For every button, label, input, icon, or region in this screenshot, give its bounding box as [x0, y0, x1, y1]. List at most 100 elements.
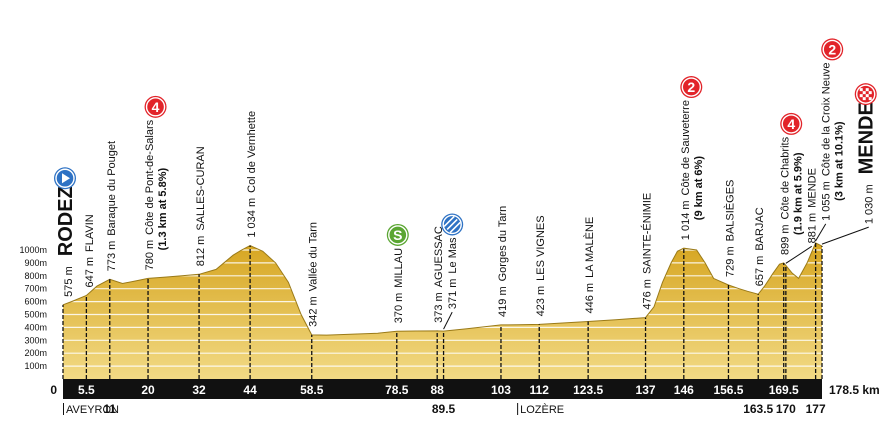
waypoint-altitude: 342 m [308, 296, 320, 327]
y-tick-label: 300m [24, 335, 47, 345]
waypoint-label: 419 m Gorges du Tarn [497, 206, 509, 317]
waypoint-label: 780 m Côte de Pont-de-Salars [144, 119, 156, 270]
waypoint-altitude: 780 m [144, 240, 156, 271]
waypoint-name: BALSIÈGES [723, 180, 736, 242]
profile-line [62, 242, 823, 336]
y-tick-label: 700m [24, 284, 47, 294]
waypoint-name: BARJAC [754, 207, 766, 250]
finish-icon [865, 94, 869, 98]
waypoint-name: SAINTE-ÉNIMIE [641, 193, 654, 274]
badge [388, 225, 408, 245]
y-tick-label: 500m [24, 310, 47, 320]
waypoint-label: 373 m AGUESSAC [433, 226, 445, 323]
waypoint-label: 647 m FLAVIN [84, 214, 96, 287]
profile-area [63, 242, 822, 379]
waypoint-name: Côte de Sauveterre [680, 100, 692, 195]
x-tick-label: 5.5 [78, 383, 95, 397]
x-tick-label: 20 [141, 383, 155, 397]
x-tick-label: 112 [530, 383, 550, 397]
x-tick-label: 44 [243, 383, 257, 397]
waypoint-altitude: 1 055 m [821, 181, 833, 221]
waypoint-label: 446 m LA MALÈNE [583, 217, 596, 314]
waypoint-altitude: 773 m [106, 241, 118, 272]
x-tick-label: 11 [103, 402, 116, 416]
leader-line [785, 245, 813, 264]
x-tick-label: 177 [806, 402, 826, 416]
y-tick-label: 900m [24, 258, 47, 268]
x-tick-label: 103 [491, 383, 511, 397]
badge [681, 77, 702, 97]
waypoint-label: 729 m BALSIÈGES [723, 180, 736, 277]
waypoint-altitude: 1 030 m [864, 184, 876, 224]
waypoint-detail: (1.3 km at 5.8%) [157, 168, 169, 251]
x-tick-label: 58.5 [300, 383, 324, 397]
waypoint-altitude: 373 m [433, 292, 445, 323]
waypoint-altitude: 371 m [447, 279, 459, 310]
finish-icon [862, 97, 866, 101]
y-tick-label: 400m [24, 322, 47, 332]
y-tick-label: 1000m [19, 245, 47, 255]
badge-label: 4 [152, 99, 160, 115]
waypoint-label: 1 014 m Côte de Sauveterre [680, 100, 692, 240]
waypoint-altitude: 899 m [780, 224, 792, 255]
waypoint-altitude: 881 m [807, 213, 819, 244]
region-label: AVEYRON [66, 404, 119, 416]
waypoint-name: MILLAU [393, 248, 405, 288]
waypoint-name: Col de Vernhette [246, 111, 258, 193]
waypoint-detail: (9 km at 6%) [693, 156, 705, 221]
finish-icon [862, 91, 866, 95]
badge-label: 4 [787, 116, 795, 132]
y-tick-label: 100m [24, 361, 47, 371]
y-tick-label: 600m [24, 297, 47, 307]
badge-label: S [393, 227, 402, 243]
finish-icon [859, 94, 863, 98]
finish-icon [865, 88, 869, 92]
waypoint-detail: (1.9 km at 5.9%) [793, 152, 805, 235]
waypoint-altitude: 729 m [724, 246, 736, 277]
waypoint-name: AGUESSAC [433, 226, 445, 287]
waypoint-detail: (3 km at 10.1%) [834, 121, 846, 201]
badge-label: 2 [687, 79, 695, 95]
finish-icon [859, 88, 863, 92]
x-tick-label: 0 [50, 383, 57, 397]
x-tick-label: 169.5 [769, 383, 799, 397]
waypoint-name: Baraque du Pouget [106, 141, 118, 236]
feed-icon [449, 221, 461, 234]
waypoint-label: 1 030 m MENDE [856, 102, 878, 224]
waypoint-label: 342 m Vallée du Tarn [308, 222, 320, 327]
waypoint-altitude: 476 m [642, 279, 654, 310]
waypoint-name: FLAVIN [84, 214, 96, 252]
waypoint-altitude: 1 014 m [680, 200, 692, 240]
x-tick-label: 32 [192, 383, 206, 397]
badge [781, 114, 801, 134]
waypoint-altitude: 657 m [754, 256, 766, 287]
waypoint-name: Côte de Chabrits [780, 136, 792, 219]
finish-icon [868, 97, 872, 101]
leader-line [815, 223, 827, 242]
waypoint-altitude: 812 m [195, 236, 207, 267]
x-tick-label: 178.5 km [829, 383, 880, 397]
waypoint-label: 1 034 m Col de Vernhette [246, 111, 258, 238]
waypoint-label: 423 m LES VIGNES [535, 215, 547, 316]
waypoint-name: Côte de Pont-de-Salars [144, 119, 156, 234]
x-tick-label: 170 [776, 402, 796, 416]
start-icon [62, 173, 70, 184]
x-tick-label: 156.5 [713, 383, 743, 397]
badge [145, 97, 166, 117]
waypoint-label: 370 m MILLAU [393, 248, 405, 323]
leader-line [821, 226, 869, 245]
waypoint-label: 1 055 m Côte de la Croix Neuve [821, 62, 833, 220]
waypoint-label: 899 m Côte de Chabrits [780, 136, 792, 255]
waypoint-label: 657 m BARJAC [754, 207, 766, 286]
waypoint-altitude: 1 034 m [246, 198, 258, 238]
x-tick-label: 163.5 [743, 402, 773, 416]
region-label: LOZÈRE [520, 403, 564, 416]
waypoint-label: 812 m SALLES-CURAN [195, 146, 207, 266]
waypoint-name: Gorges du Tarn [497, 206, 509, 282]
waypoint-label: 773 m Baraque du Pouget [106, 141, 118, 271]
feed-icon [443, 215, 455, 228]
waypoint-name: MENDE [807, 168, 819, 208]
waypoint-name: RODEZ [55, 186, 77, 256]
waypoint-name: SALLES-CURAN [195, 146, 207, 230]
